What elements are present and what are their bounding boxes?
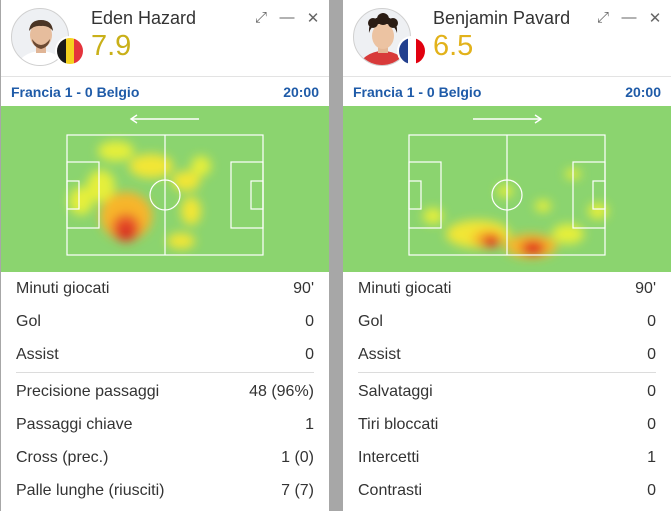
player-header: Eden Hazard 7.9 ⤢ — ✕ — [1, 0, 329, 76]
match-bar[interactable]: Francia 1 - 0 Belgio 20:00 — [1, 76, 329, 106]
flag-stripe — [65, 38, 75, 64]
window-controls: ⤢ — ✕ — [595, 9, 663, 27]
stat-row: Gol 0 — [16, 305, 314, 338]
minimize-icon[interactable]: — — [621, 9, 637, 26]
minimize-icon[interactable]: — — [279, 9, 295, 26]
stat-label: Minuti giocati — [358, 279, 452, 297]
close-icon[interactable]: ✕ — [306, 10, 320, 27]
stats-list: Minuti giocati 90' Gol 0 Assist 0 Salvatagg… — [343, 272, 671, 507]
stat-label: Assist — [16, 345, 59, 363]
stat-row: Passaggi chiave 1 — [16, 408, 314, 441]
flag-stripe — [399, 38, 408, 64]
stat-value: 90' — [635, 279, 656, 297]
stat-row: Cross (prec.) 1 (0) — [16, 441, 314, 474]
pitch-lines — [66, 134, 264, 256]
player-header: Benjamin Pavard 6.5 ⤢ — ✕ — [343, 0, 671, 76]
expand-icon[interactable]: ⤢ — [596, 9, 609, 26]
stat-row: Tiri bloccati 0 — [358, 408, 656, 441]
stat-label: Gol — [358, 312, 383, 330]
player-card-hazard: Eden Hazard 7.9 ⤢ — ✕ Francia 1 - 0 Belg… — [1, 0, 329, 511]
flag-stripe — [74, 38, 83, 64]
stats-list: Minuti giocati 90' Gol 0 Assist 0 Precision… — [1, 272, 329, 507]
stat-label: Palle lunghe (riusciti) — [16, 481, 165, 499]
close-icon[interactable]: ✕ — [648, 10, 662, 27]
stat-value: 1 — [305, 415, 314, 433]
france-flag-icon — [397, 36, 427, 66]
heatmap-blobs — [69, 141, 211, 249]
player-rating: 6.5 — [433, 30, 474, 62]
player-avatar — [11, 8, 69, 66]
stat-value: 48 (96%) — [249, 382, 314, 400]
stat-label: Salvataggi — [358, 382, 433, 400]
stat-row: Contrasti 0 — [358, 474, 656, 507]
stat-value: 0 — [647, 312, 656, 330]
stat-row: Gol 0 — [358, 305, 656, 338]
match-time: 20:00 — [283, 83, 319, 100]
match-label[interactable]: Francia 1 - 0 Belgio — [11, 83, 140, 100]
player-card-pavard: Benjamin Pavard 6.5 ⤢ — ✕ Francia 1 - 0 … — [343, 0, 671, 511]
stat-label: Tiri bloccati — [358, 415, 439, 433]
player-avatar — [353, 8, 411, 66]
player-name: Benjamin Pavard — [433, 8, 571, 28]
match-bar[interactable]: Francia 1 - 0 Belgio 20:00 — [343, 76, 671, 106]
stat-value: 1 — [647, 448, 656, 466]
flag-stripe — [416, 38, 425, 64]
expand-icon[interactable]: ⤢ — [254, 9, 267, 26]
divider — [358, 372, 656, 373]
belgium-flag-icon — [55, 36, 85, 66]
stat-value: 7 (7) — [281, 481, 314, 499]
stat-label: Precisione passaggi — [16, 382, 160, 400]
stat-value: 0 — [305, 345, 314, 363]
stat-label: Assist — [358, 345, 401, 363]
player-rating: 7.9 — [91, 30, 132, 62]
stat-row: Palle lunghe (riusciti) 7 (7) — [16, 474, 314, 507]
stat-label: Cross (prec.) — [16, 448, 109, 466]
stat-row: Assist 0 — [358, 338, 656, 371]
pitch-lines — [408, 134, 606, 256]
flag-stripe — [57, 38, 66, 64]
divider — [16, 372, 314, 373]
stat-label: Passaggi chiave — [16, 415, 133, 433]
stat-row: Precisione passaggi 48 (96%) — [16, 375, 314, 408]
stat-label: Gol — [16, 312, 41, 330]
window-controls: ⤢ — ✕ — [253, 9, 321, 27]
stat-value: 0 — [647, 415, 656, 433]
stat-label: Intercetti — [358, 448, 420, 466]
stat-label: Contrasti — [358, 481, 423, 499]
stat-value: 0 — [305, 312, 314, 330]
stat-value: 1 (0) — [281, 448, 314, 466]
flag-stripe — [407, 38, 417, 64]
stat-row: Assist 0 — [16, 338, 314, 371]
heatmap — [343, 106, 671, 272]
stat-row: Minuti giocati 90' — [358, 272, 656, 305]
arrow-right-icon — [473, 114, 543, 124]
heatmap — [1, 106, 329, 272]
player-name: Eden Hazard — [91, 8, 197, 28]
stat-label: Minuti giocati — [16, 279, 110, 297]
stat-value: 90' — [293, 279, 314, 297]
stat-value: 0 — [647, 481, 656, 499]
stat-value: 0 — [647, 345, 656, 363]
stat-value: 0 — [647, 382, 656, 400]
stat-row: Minuti giocati 90' — [16, 272, 314, 305]
stat-row: Salvataggi 0 — [358, 375, 656, 408]
arrow-left-icon — [129, 114, 199, 124]
match-label[interactable]: Francia 1 - 0 Belgio — [353, 83, 482, 100]
stat-row: Intercetti 1 — [358, 441, 656, 474]
match-time: 20:00 — [625, 83, 661, 100]
